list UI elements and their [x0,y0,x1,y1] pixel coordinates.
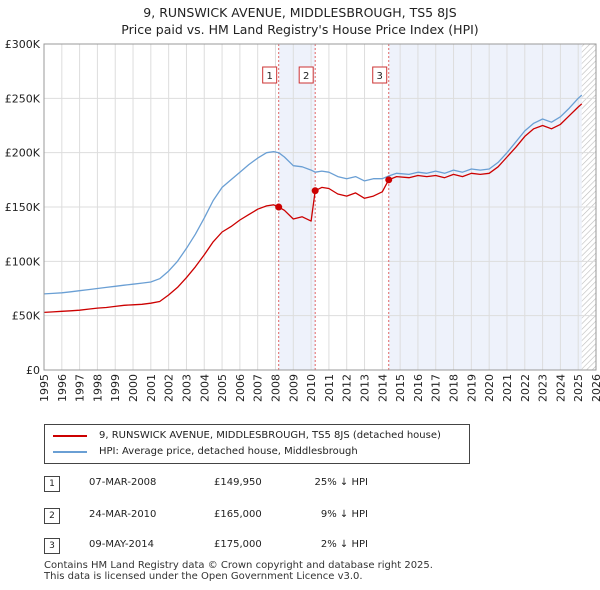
x-tick-label: 2001 [145,374,158,402]
x-tick-label: 1997 [74,374,87,402]
x-tick-label: 2025 [572,374,585,402]
sale-marker-box-2 [298,66,314,84]
y-tick-label: £100K [5,255,41,268]
legend: 9, RUNSWICK AVENUE, MIDDLESBROUGH, TS5 8… [44,424,470,464]
legend-swatch-hpi [53,451,87,453]
x-tick-label: 2018 [448,374,461,402]
sale-marker-box-1 [262,66,278,84]
plot-frame [43,43,597,371]
x-tick-label: 2007 [252,374,265,402]
x-tick-label: 1995 [38,374,51,402]
footer-licence: This data is licensed under the Open Gov… [44,571,363,582]
x-tick-label: 2017 [430,374,443,402]
chart-title-line-2: Price paid vs. HM Land Registry's House … [121,22,479,37]
footer: Contains HM Land Registry data © Crown c… [44,560,433,582]
sale-point-1 [275,203,283,211]
y-tick-label: £0 [26,364,40,377]
y-tick-label: £150K [5,201,41,214]
x-tick-label: 1996 [56,374,69,402]
y-tick-label: £50K [12,310,41,323]
legend-label-hpi: HPI: Average price, detached house, Midd… [99,446,358,457]
x-tick-label: 2016 [412,374,425,402]
sale-number: 3 [44,538,60,554]
sale-hpi-diff: 2% ↓ HPI [320,539,368,550]
y-tick-label: £200K [5,147,41,160]
x-tick-label: 2026 [590,374,600,402]
sale-price: £165,000 [214,509,262,520]
x-tick-label: 2009 [287,374,300,402]
sale-date: 09-MAY-2014 [89,539,155,550]
x-tick-label: 2012 [341,374,354,402]
x-tick-label: 1999 [109,374,122,402]
x-tick-label: 2010 [305,374,318,402]
price-paid-line [43,103,583,314]
legend-label-property: 9, RUNSWICK AVENUE, MIDDLESBROUGH, TS5 8… [99,430,441,441]
x-tick-label: 2020 [483,374,496,402]
sale-number: 2 [44,508,60,524]
x-tick-label: 2008 [269,374,282,402]
x-tick-label: 2002 [163,374,176,402]
sale-point-2 [311,187,319,195]
x-tick-label: 2019 [465,374,478,402]
x-tick-label: 2024 [554,374,567,402]
chart-title: 9, RUNSWICK AVENUE, MIDDLESBROUGH, TS5 8… [0,4,600,38]
sale-hpi-diff: 9% ↓ HPI [320,509,368,520]
hpi-line [43,94,583,295]
x-tick-label: 2023 [537,374,550,402]
x-tick-label: 2022 [519,374,532,402]
y-tick-label: £300K [5,38,41,51]
x-tick-label: 1998 [91,374,104,402]
x-tick-label: 2021 [501,374,514,402]
sale-price: £175,000 [214,539,262,550]
y-tick-label: £250K [5,92,41,105]
sale-marker-label-1: 1 [267,71,273,82]
x-tick-label: 2011 [323,374,336,402]
sale-marker-box-3 [372,66,388,84]
footer-copyright: Contains HM Land Registry data © Crown c… [44,560,433,571]
x-tick-label: 2005 [216,374,229,402]
x-tick-label: 2000 [127,374,140,402]
sale-date: 24-MAR-2010 [89,509,157,520]
x-tick-label: 2014 [376,374,389,402]
x-tick-label: 2015 [394,374,407,402]
x-tick-label: 2003 [180,374,193,402]
x-tick-label: 2004 [198,374,211,402]
x-tick-label: 2006 [234,374,247,402]
sale-point-3 [385,176,393,184]
sale-date: 07-MAR-2008 [89,477,157,488]
sale-hpi-diff: 25% ↓ HPI [314,477,368,488]
legend-swatch-property [53,435,87,437]
chart-title-line-1: 9, RUNSWICK AVENUE, MIDDLESBROUGH, TS5 8… [143,5,457,20]
sale-number: 1 [44,476,60,492]
price-chart: 1 2 3 £0 £50K £100K £150K £200K £250K £300K 1995 19… [5,38,600,402]
sale-price: £149,950 [214,477,262,488]
x-tick-label: 2013 [359,374,372,402]
sale-marker-label-2: 2 [303,71,309,82]
sale-marker-label-3: 3 [377,71,383,82]
